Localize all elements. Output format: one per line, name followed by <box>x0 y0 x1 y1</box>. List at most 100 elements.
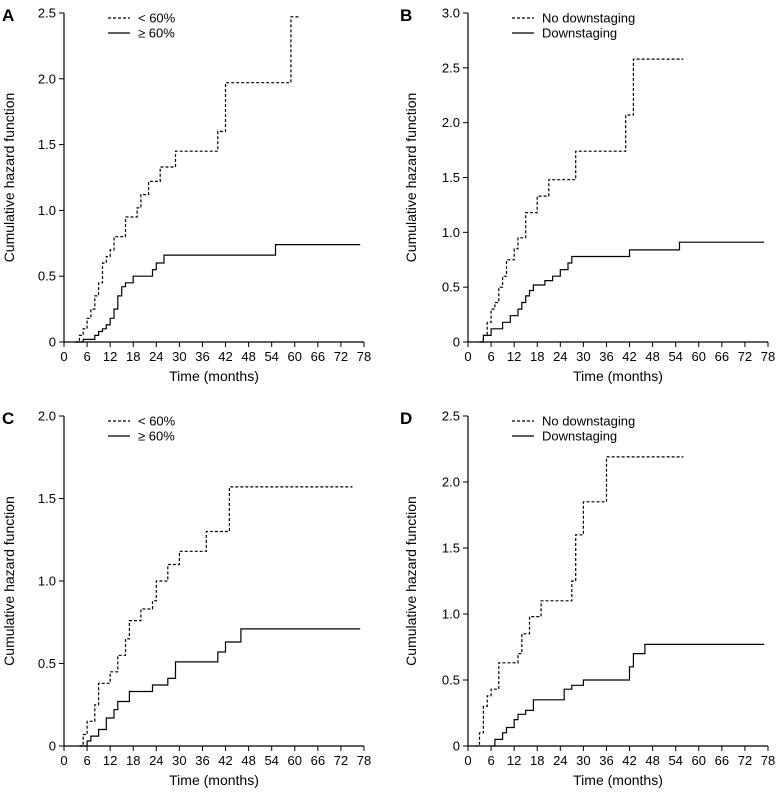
x-tick-label: 54 <box>668 349 682 364</box>
x-tick-label: 48 <box>241 753 255 768</box>
series-line-solid <box>491 643 765 747</box>
series-line-dashed <box>75 16 299 343</box>
x-tick-label: 60 <box>288 349 302 364</box>
y-axis-title: Cumulative hazard function <box>403 496 419 666</box>
x-tick-label: 66 <box>715 753 729 768</box>
y-tick-label: 1.5 <box>38 491 56 506</box>
x-tick-label: 30 <box>576 349 590 364</box>
x-tick-label: 66 <box>311 753 325 768</box>
y-tick-label: 1.0 <box>38 203 56 218</box>
x-tick-label: 72 <box>738 349 752 364</box>
x-tick-label: 42 <box>622 349 636 364</box>
series-line-dashed <box>479 58 684 343</box>
x-axis-title: Time (months) <box>573 368 663 384</box>
x-tick-label: 6 <box>487 753 494 768</box>
chart-panel-d: D 0 0.5 1.0 1.5 2.0 2.5 0 6 12 18 24 30 36 42 48 54 60 66 7… <box>400 409 775 789</box>
chart-panel-a: A 0 0.5 1.0 1.5 2.0 2.5 0 6 12 18 24 30 36 42 48 54 60 66 7… <box>1 6 371 385</box>
y-tick-label: 0.5 <box>38 656 56 671</box>
x-tick-label: 24 <box>553 349 567 364</box>
x-tick-label: 66 <box>311 349 325 364</box>
x-tick-label: 72 <box>334 753 348 768</box>
legend-label: No downstaging <box>542 414 635 429</box>
legend-label: ≥ 60% <box>138 429 175 444</box>
y-tick-label: 0.5 <box>38 269 56 284</box>
y-tick-label: 0 <box>453 335 460 350</box>
x-tick-label: 72 <box>738 753 752 768</box>
x-tick-label: 48 <box>241 349 255 364</box>
y-tick-label: 2.0 <box>38 71 56 86</box>
series-line-solid <box>479 241 765 343</box>
x-axis-title: Time (months) <box>573 772 663 788</box>
x-axis-title: Time (months) <box>169 772 259 788</box>
series-line-dashed <box>475 456 684 747</box>
x-tick-label: 12 <box>507 349 521 364</box>
x-tick-label: 30 <box>172 753 186 768</box>
y-tick-label: 1.5 <box>442 170 460 185</box>
y-tick-label: 2.5 <box>442 60 460 75</box>
y-tick-label: 1.5 <box>38 137 56 152</box>
x-tick-label: 0 <box>464 349 471 364</box>
panel-letter: C <box>2 409 14 428</box>
x-tick-label: 60 <box>692 753 706 768</box>
y-tick-label: 2.0 <box>442 115 460 130</box>
x-tick-label: 78 <box>357 753 371 768</box>
x-tick-label: 60 <box>288 753 302 768</box>
y-tick-label: 2.5 <box>442 409 460 424</box>
x-tick-label: 30 <box>172 349 186 364</box>
x-tick-label: 12 <box>103 753 117 768</box>
legend-label: < 60% <box>138 414 176 429</box>
x-tick-label: 36 <box>195 753 209 768</box>
y-tick-label: 2.0 <box>38 409 56 424</box>
x-tick-label: 6 <box>83 349 90 364</box>
y-tick-label: 1.5 <box>442 541 460 556</box>
y-axis-title: Cumulative hazard function <box>1 93 17 263</box>
x-tick-label: 0 <box>60 349 67 364</box>
x-tick-label: 78 <box>761 349 775 364</box>
legend-label: Downstaging <box>542 429 617 444</box>
x-tick-label: 18 <box>530 753 544 768</box>
y-tick-label: 1.0 <box>442 225 460 240</box>
x-axis-title: Time (months) <box>169 368 259 384</box>
x-tick-label: 24 <box>553 753 567 768</box>
x-tick-label: 0 <box>464 753 471 768</box>
y-tick-label: 0.5 <box>442 280 460 295</box>
legend-label: < 60% <box>138 11 176 26</box>
x-tick-label: 54 <box>668 753 682 768</box>
x-tick-label: 18 <box>126 753 140 768</box>
y-tick-label: 2.5 <box>38 6 56 21</box>
x-tick-label: 54 <box>264 753 278 768</box>
x-tick-label: 6 <box>83 753 90 768</box>
legend-label: No downstaging <box>542 11 635 26</box>
y-axis-title: Cumulative hazard function <box>403 93 419 263</box>
panel-letter: D <box>400 409 412 428</box>
x-tick-label: 78 <box>761 753 775 768</box>
x-tick-label: 0 <box>60 753 67 768</box>
x-tick-label: 48 <box>645 753 659 768</box>
y-tick-label: 0.5 <box>442 673 460 688</box>
legend-label: Downstaging <box>542 26 617 41</box>
x-tick-label: 54 <box>264 349 278 364</box>
x-tick-label: 12 <box>103 349 117 364</box>
panel-letter: B <box>400 6 412 25</box>
x-tick-label: 60 <box>692 349 706 364</box>
y-tick-label: 3.0 <box>442 6 460 21</box>
x-tick-label: 42 <box>218 349 232 364</box>
x-tick-label: 36 <box>195 349 209 364</box>
x-tick-label: 42 <box>622 753 636 768</box>
chart-panel-c: C 0 0.5 1.0 1.5 2.0 0 6 12 18 24 30 36 42 48 54 60 66 72 78… <box>1 409 371 789</box>
y-tick-label: 2.0 <box>442 475 460 490</box>
series-line-solid <box>79 628 361 747</box>
x-tick-label: 36 <box>599 349 613 364</box>
y-axis-title: Cumulative hazard function <box>1 496 17 666</box>
x-tick-label: 72 <box>334 349 348 364</box>
x-tick-label: 30 <box>576 753 590 768</box>
chart-panel-b: B 0 0.5 1.0 1.5 2.0 2.5 3.0 0 6 12 18 24 30 36 42 48 54 60… <box>400 6 775 385</box>
y-tick-label: 1.0 <box>442 607 460 622</box>
panel-letter: A <box>2 6 14 25</box>
x-tick-label: 36 <box>599 753 613 768</box>
x-tick-label: 18 <box>126 349 140 364</box>
y-tick-label: 1.0 <box>38 574 56 589</box>
x-tick-label: 48 <box>645 349 659 364</box>
x-tick-label: 6 <box>487 349 494 364</box>
